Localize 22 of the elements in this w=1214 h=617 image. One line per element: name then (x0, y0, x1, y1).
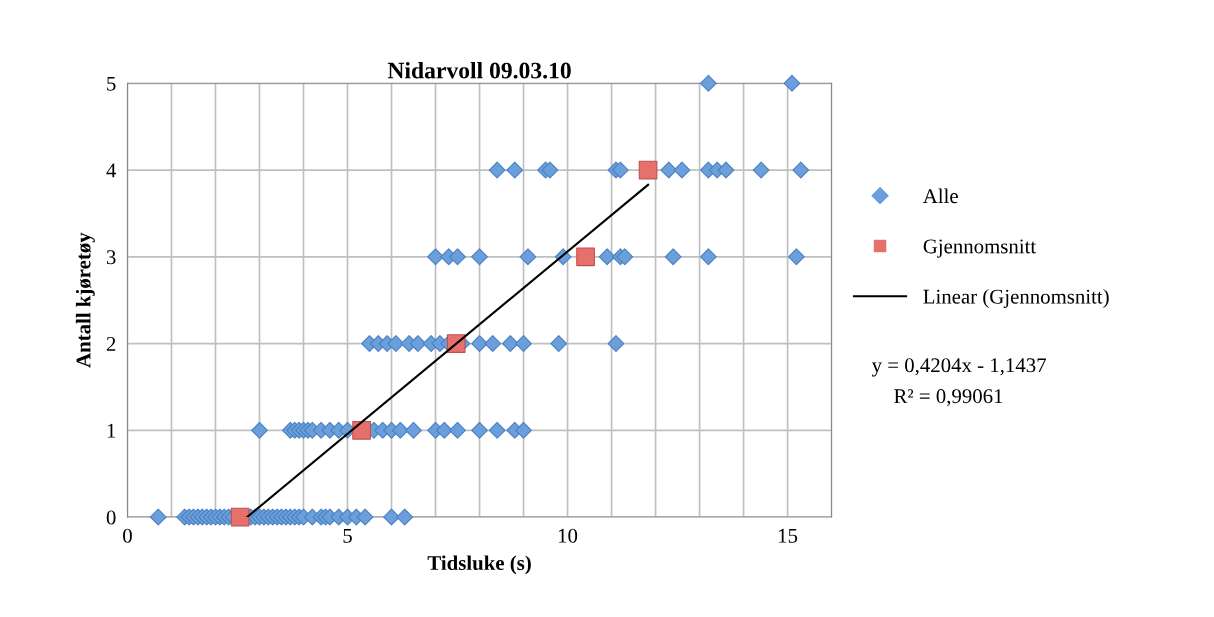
x-tick-label: 5 (343, 528, 352, 543)
x-tick-label: 15 (779, 528, 798, 543)
y-tick-label: 1 (107, 423, 116, 438)
legend-label: Gjennomsnitt (923, 239, 1037, 258)
y-tick-label: 0 (106, 510, 116, 525)
point (230, 507, 250, 527)
text: y = 0,4204x - 1,1437 (871, 358, 1046, 377)
point (352, 420, 371, 440)
legend-label: Alle (922, 188, 958, 204)
y-tick-label: 4 (106, 163, 117, 178)
legend-label: Linear (Gjennomsnitt) (923, 289, 1109, 308)
x-axis-title: Tidsluke (s) (427, 555, 531, 575)
text: R² = 0,99061 (894, 389, 1003, 407)
y-tick-label: 2 (106, 336, 116, 351)
chart-title: Nidarvoll 09.03.10 (387, 61, 571, 79)
point (576, 247, 595, 267)
point (638, 160, 658, 180)
y-tick-label: 3 (106, 250, 116, 265)
x-tick-label: 10 (558, 528, 578, 543)
y-axis-title: Antall kjøretøy (75, 232, 95, 368)
y-tick-label: 5 (107, 76, 116, 91)
x-tick-label: 0 (123, 528, 132, 543)
